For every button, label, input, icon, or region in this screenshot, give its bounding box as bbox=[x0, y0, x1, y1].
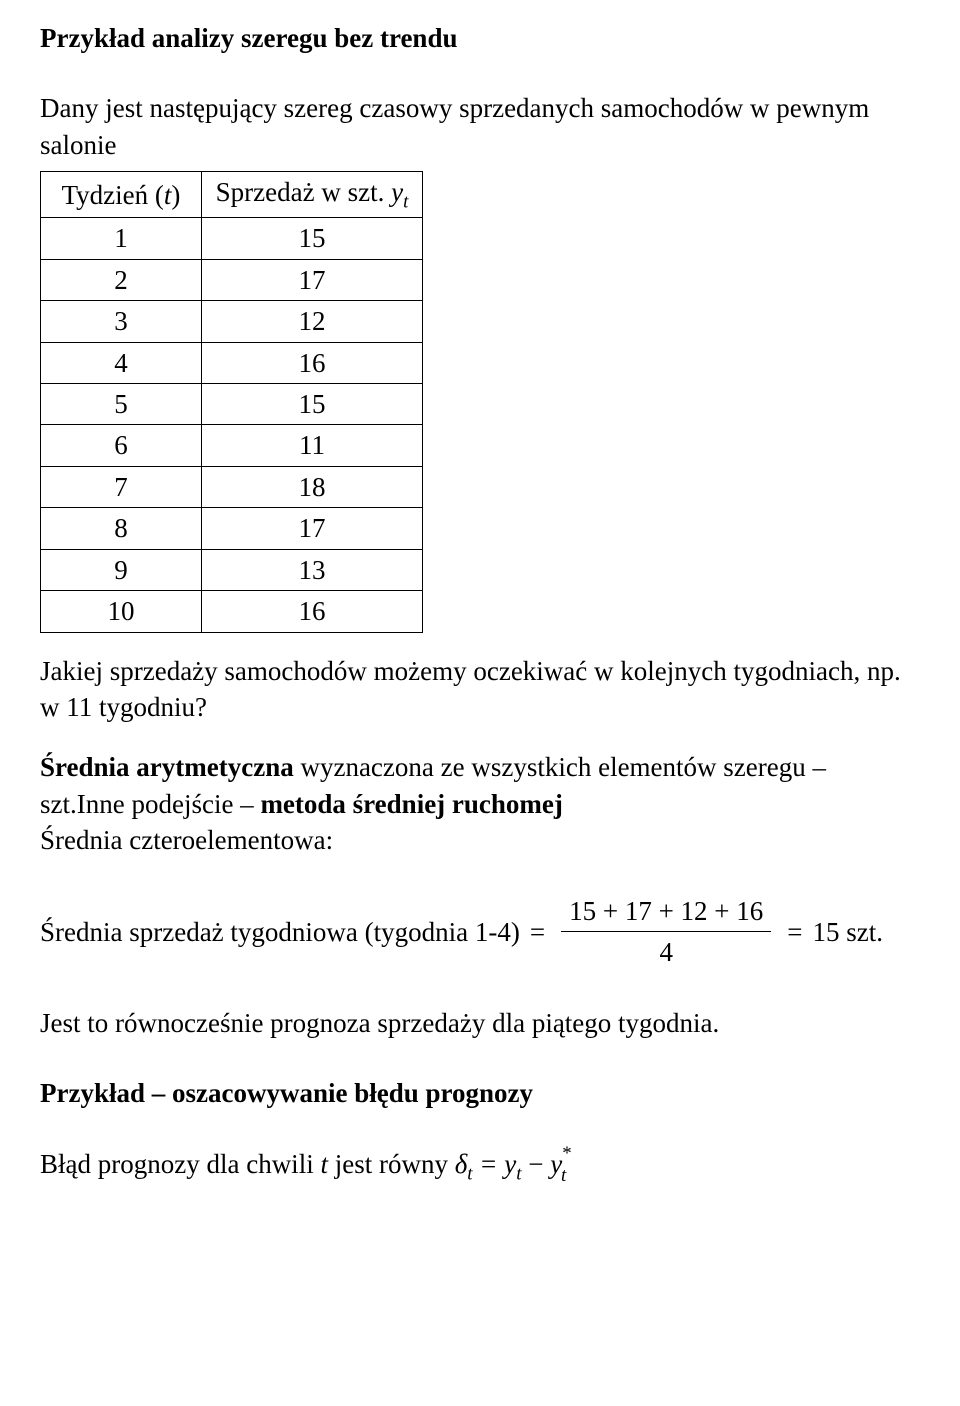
table-header-row: Tydzień (t) Sprzedaż w szt. yt bbox=[41, 172, 423, 218]
table-row: 611 bbox=[41, 425, 423, 466]
table-row: 817 bbox=[41, 508, 423, 549]
col-header-week: Tydzień (t) bbox=[41, 172, 202, 218]
intro-paragraph: Dany jest następujący szereg czasowy spr… bbox=[40, 90, 920, 163]
table-row: 115 bbox=[41, 218, 423, 259]
four-elem-label: Średnia czteroelementowa: bbox=[40, 822, 920, 858]
data-table: Tydzień (t) Sprzedaż w szt. yt 115 217 3… bbox=[40, 171, 423, 632]
table-row: 1016 bbox=[41, 591, 423, 632]
avg-unit: szt. bbox=[840, 917, 884, 947]
term-moving-avg: metoda średniej ruchomej bbox=[260, 789, 562, 819]
fraction-numerator: 15 + 17 + 12 + 16 bbox=[561, 893, 771, 932]
heading-example-2: Przykład – oszacowywanie błędu prognozy bbox=[40, 1075, 920, 1111]
methods-paragraph: Średnia arytmetyczna wyznaczona ze wszys… bbox=[40, 749, 920, 858]
table-row: 312 bbox=[41, 301, 423, 342]
fraction-denominator: 4 bbox=[651, 932, 681, 970]
avg-label: Średnia sprzedaż tygodniowa (tygodnia 1-… bbox=[40, 914, 520, 950]
table-row: 416 bbox=[41, 342, 423, 383]
term-arith-mean: Średnia arytmetyczna bbox=[40, 752, 294, 782]
question-paragraph: Jakiej sprzedaży samochodów możemy oczek… bbox=[40, 653, 920, 726]
equals-icon: = bbox=[524, 914, 551, 950]
heading-example-1: Przykład analizy szeregu bez trendu bbox=[40, 20, 920, 56]
error-formula-line: Błąd prognozy dla chwili t jest równy δt… bbox=[40, 1146, 920, 1187]
document-page: Przykład analizy szeregu bez trendu Dany… bbox=[0, 0, 960, 1406]
table-row: 718 bbox=[41, 466, 423, 507]
avg-result: 15 bbox=[813, 917, 840, 947]
average-equation: Średnia sprzedaż tygodniowa (tygodnia 1-… bbox=[40, 893, 920, 971]
equals-icon: = bbox=[781, 914, 808, 950]
col-header-sales: Sprzedaż w szt. yt bbox=[202, 172, 423, 218]
delta-symbol: δ bbox=[455, 1149, 468, 1179]
table-row: 217 bbox=[41, 259, 423, 300]
table-row: 515 bbox=[41, 383, 423, 424]
table-row: 913 bbox=[41, 549, 423, 590]
prognosis-line: Jest to równocześnie prognoza sprzedaży … bbox=[40, 1005, 920, 1041]
y-star-term: yt* bbox=[550, 1146, 562, 1182]
fraction: 15 + 17 + 12 + 16 4 bbox=[561, 893, 771, 971]
